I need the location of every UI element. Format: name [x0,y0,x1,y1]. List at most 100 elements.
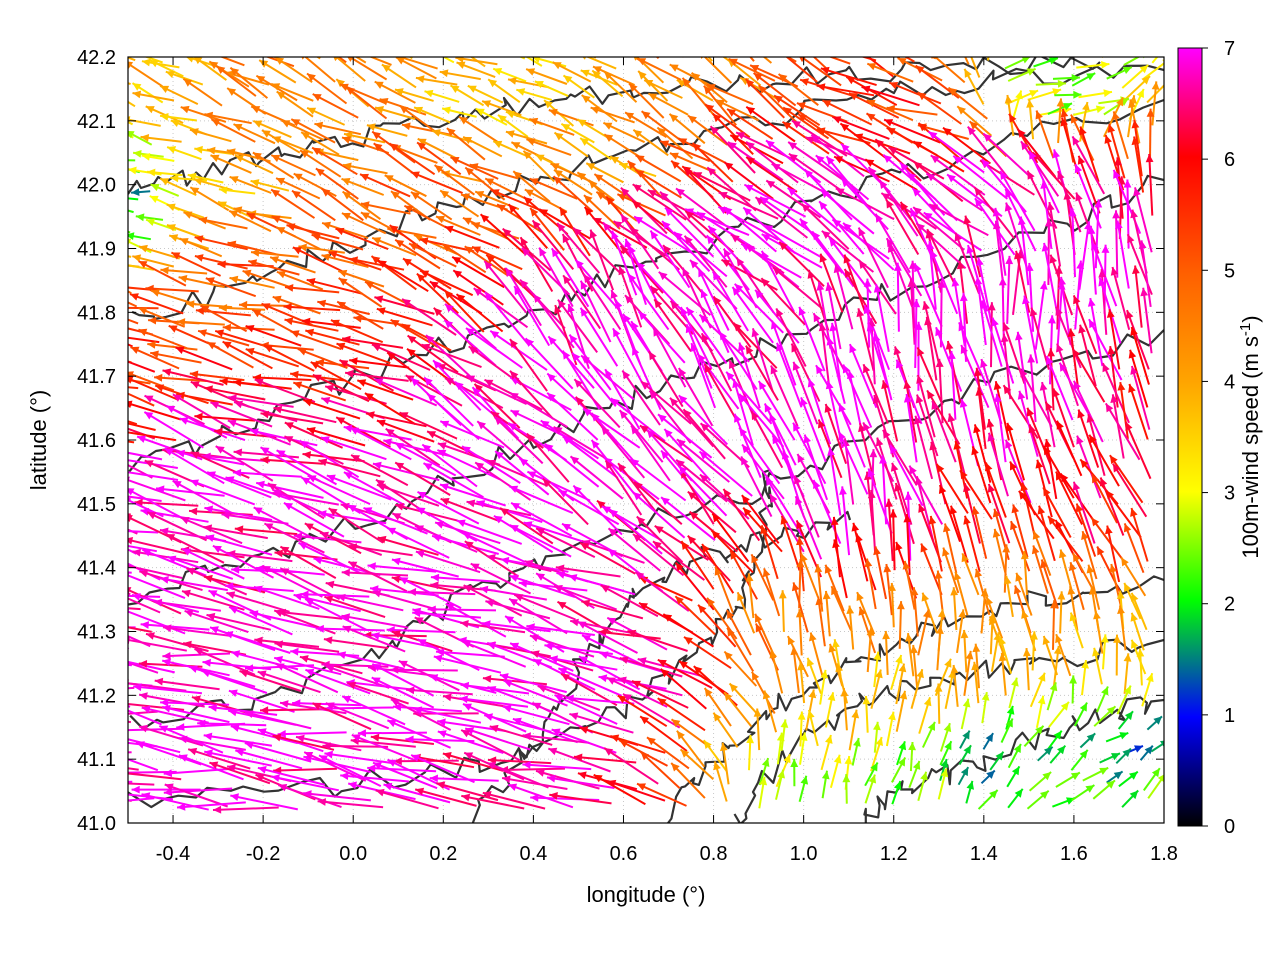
wind-vector-shaft [660,496,716,541]
wind-vector-head [325,384,334,393]
wind-vector-head [665,207,674,217]
wind-vector-head [746,157,756,165]
wind-vector-head [250,179,260,187]
wind-vector-head [1131,592,1139,602]
wind-vector-head [888,582,896,592]
wind-vector-head [324,750,333,759]
wind-vector-shaft [128,661,159,674]
wind-vector-head [753,708,762,717]
wind-vector-shaft [364,392,416,426]
wind-vector-head [1071,114,1079,124]
wind-vector-head [1082,102,1090,111]
wind-vector-shaft [680,306,713,370]
wind-vector-shaft [617,694,668,728]
wind-vector-shaft [980,358,1003,425]
wind-vector-shaft [272,734,335,751]
wind-vector-head [1029,90,1039,98]
wind-vector-shaft [1094,199,1100,269]
wind-vector-head [950,665,959,674]
wind-vector-head [1052,388,1060,398]
wind-vector-head [534,81,544,89]
wind-vector-head [175,346,185,354]
wind-vector-head [232,469,242,477]
wind-vector-shaft [245,325,302,347]
wind-vector-shaft [659,190,708,239]
wind-vector-head [419,237,429,245]
wind-vector-head [75,522,84,529]
wind-vector-head [640,751,650,761]
wind-vector-head [1055,634,1063,644]
wind-vector-head [1050,600,1058,609]
wind-vector-shaft [145,632,209,653]
wind-vector-head [204,749,213,757]
wind-vector-shaft [163,767,233,775]
wind-vector-shaft [276,449,337,486]
wind-vector-head [445,303,454,313]
wind-vector-head [422,444,432,453]
wind-vector-head [1005,718,1013,728]
wind-vector-head [377,535,387,544]
wind-vector-shaft [518,57,526,60]
wind-vector-shaft [525,57,543,67]
wind-vector-head [678,368,687,377]
y-tick-label: 42.2 [77,47,116,69]
wind-vector-shaft [369,587,439,597]
wind-vector-head [462,217,472,225]
wind-vector-head [980,588,989,597]
wind-vector-shaft [1099,477,1125,536]
wind-vector-head [423,463,433,471]
wind-vector-head [1080,459,1089,469]
wind-vector-shaft [128,402,182,421]
wind-vector-head [375,788,385,797]
wind-vector-head [586,163,596,171]
wind-vector-shaft [201,669,268,694]
wind-vector-head [142,549,152,557]
wind-vector-shaft [443,289,485,333]
wind-vector-shaft [471,245,523,271]
wind-vector-shaft [1042,445,1075,499]
wind-vector-shaft [579,307,619,367]
wind-vector-head [1079,749,1088,759]
wind-vector-shaft [675,459,728,503]
wind-vector-head [291,119,301,127]
wind-vector-head [726,610,735,619]
wind-vector-head [843,222,852,232]
wind-vector-head [548,336,557,345]
wind-vector-head [411,377,420,387]
wind-vector-head [281,120,291,128]
wind-vector-head [1010,461,1018,471]
wind-vector-head [928,515,937,525]
wind-vector-shaft [320,187,364,222]
wind-vector-head [444,320,454,329]
wind-vector-shaft [524,337,574,390]
wind-vector-head [455,381,464,391]
wind-vector-head [766,140,775,149]
y-tick-label: 42.1 [77,111,116,133]
wind-vector-head [570,456,580,465]
wind-vector-shaft [503,679,568,707]
wind-vector-head [1138,240,1147,249]
wind-vector-shaft [595,190,638,222]
wind-vector-shaft [526,625,595,636]
wind-vector-shaft [398,660,460,692]
wind-vector-shaft [592,217,648,249]
wind-vector-shaft [1148,153,1154,216]
wind-vector-shaft [512,717,579,744]
wind-vector-shaft [790,343,821,402]
wind-vector-shaft [876,437,898,500]
wind-vector-shaft [143,411,204,449]
wind-vector-head [724,651,733,661]
wind-vector-shaft [738,427,781,485]
wind-vector-head [1028,424,1036,434]
wind-vector-head [569,334,578,344]
wind-vector-shaft [670,762,706,799]
wind-vector-head [290,330,300,338]
wind-vector-shaft [1016,128,1057,178]
wind-vector-head [1035,725,1044,735]
wind-vector-head [301,477,311,485]
wind-vector-head [1017,216,1026,225]
wind-vector-head [463,136,473,145]
wind-vector-head [828,643,836,653]
wind-vector-shaft [679,469,715,525]
wind-vector-head [967,126,976,136]
